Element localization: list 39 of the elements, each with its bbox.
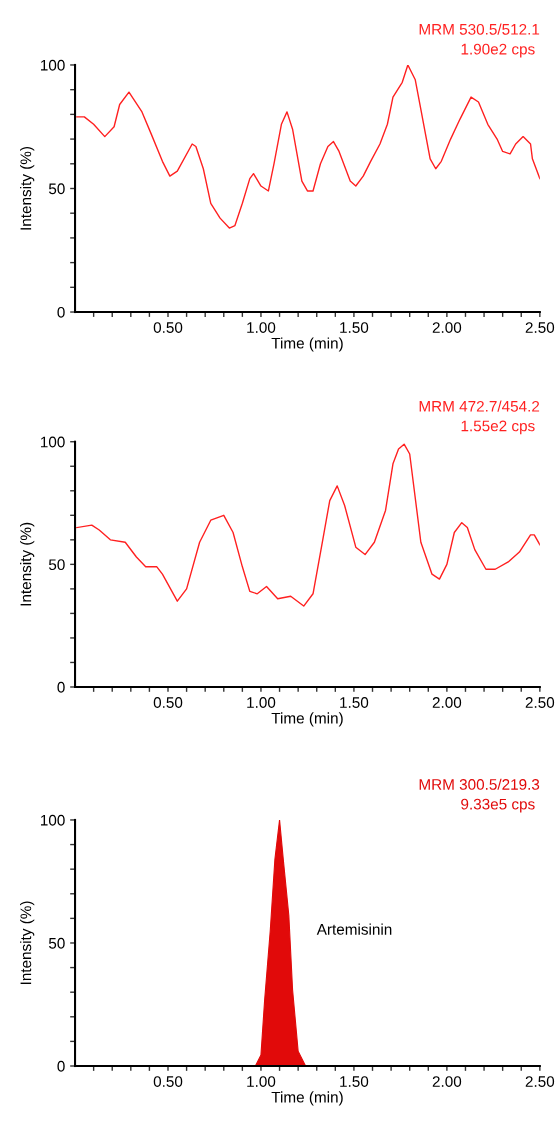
line-series [76, 443, 540, 607]
y-axis-title: Intensity (%) [20, 146, 35, 230]
chart-title: MRM 300.5/219.3 [419, 778, 540, 790]
chart-subtitle: 9.33e5 cps [461, 798, 535, 813]
x-tick-label: 0.50 [153, 322, 183, 333]
chart-subtitle: 1.55e2 cps [461, 420, 535, 435]
chart-title: MRM 530.5/512.1 [419, 23, 540, 35]
x-axis-title: Time (min) [271, 712, 343, 727]
y-axis-title: Intensity (%) [20, 522, 35, 606]
x-tick-label: 2.00 [432, 322, 462, 333]
chart-title: MRM 472.7/454.2 [419, 400, 540, 412]
y-tick-label: 50 [48, 937, 65, 949]
x-tick-label: 0.50 [153, 1076, 183, 1087]
y-tick-label: 0 [57, 681, 65, 693]
x-tick-label: 1.50 [340, 697, 369, 708]
annotation: Artemisinin [316, 923, 392, 935]
x-tick-label: 1.00 [247, 322, 276, 333]
chart-subtitle: 1.90e2 cps [461, 43, 535, 58]
x-axis-title: Time (min) [271, 337, 343, 352]
y-tick-label: 100 [41, 59, 65, 71]
y-tick-label: 50 [48, 559, 65, 571]
x-tick-label: 2.50 [525, 1076, 555, 1087]
y-tick-label: 50 [48, 183, 65, 195]
x-tick-label: 2.00 [432, 1076, 462, 1087]
x-tick-label: 2.50 [525, 322, 555, 333]
y-axis-title: Intensity (%) [20, 901, 35, 985]
x-tick-label: 1.00 [247, 1076, 276, 1087]
x-tick-label: 2.50 [525, 697, 555, 708]
x-tick-label: 1.00 [247, 697, 276, 708]
x-axis-title: Time (min) [271, 1091, 343, 1106]
x-tick-label: 0.50 [153, 697, 183, 708]
y-tick-label: 0 [57, 306, 65, 318]
x-tick-label: 2.00 [432, 697, 462, 708]
line-series [76, 64, 540, 229]
x-tick-label: 1.50 [340, 322, 369, 333]
x-tick-label: 1.50 [340, 1076, 369, 1087]
y-tick-label: 100 [41, 436, 65, 448]
y-tick-label: 100 [41, 814, 65, 826]
y-tick-label: 0 [57, 1060, 65, 1072]
